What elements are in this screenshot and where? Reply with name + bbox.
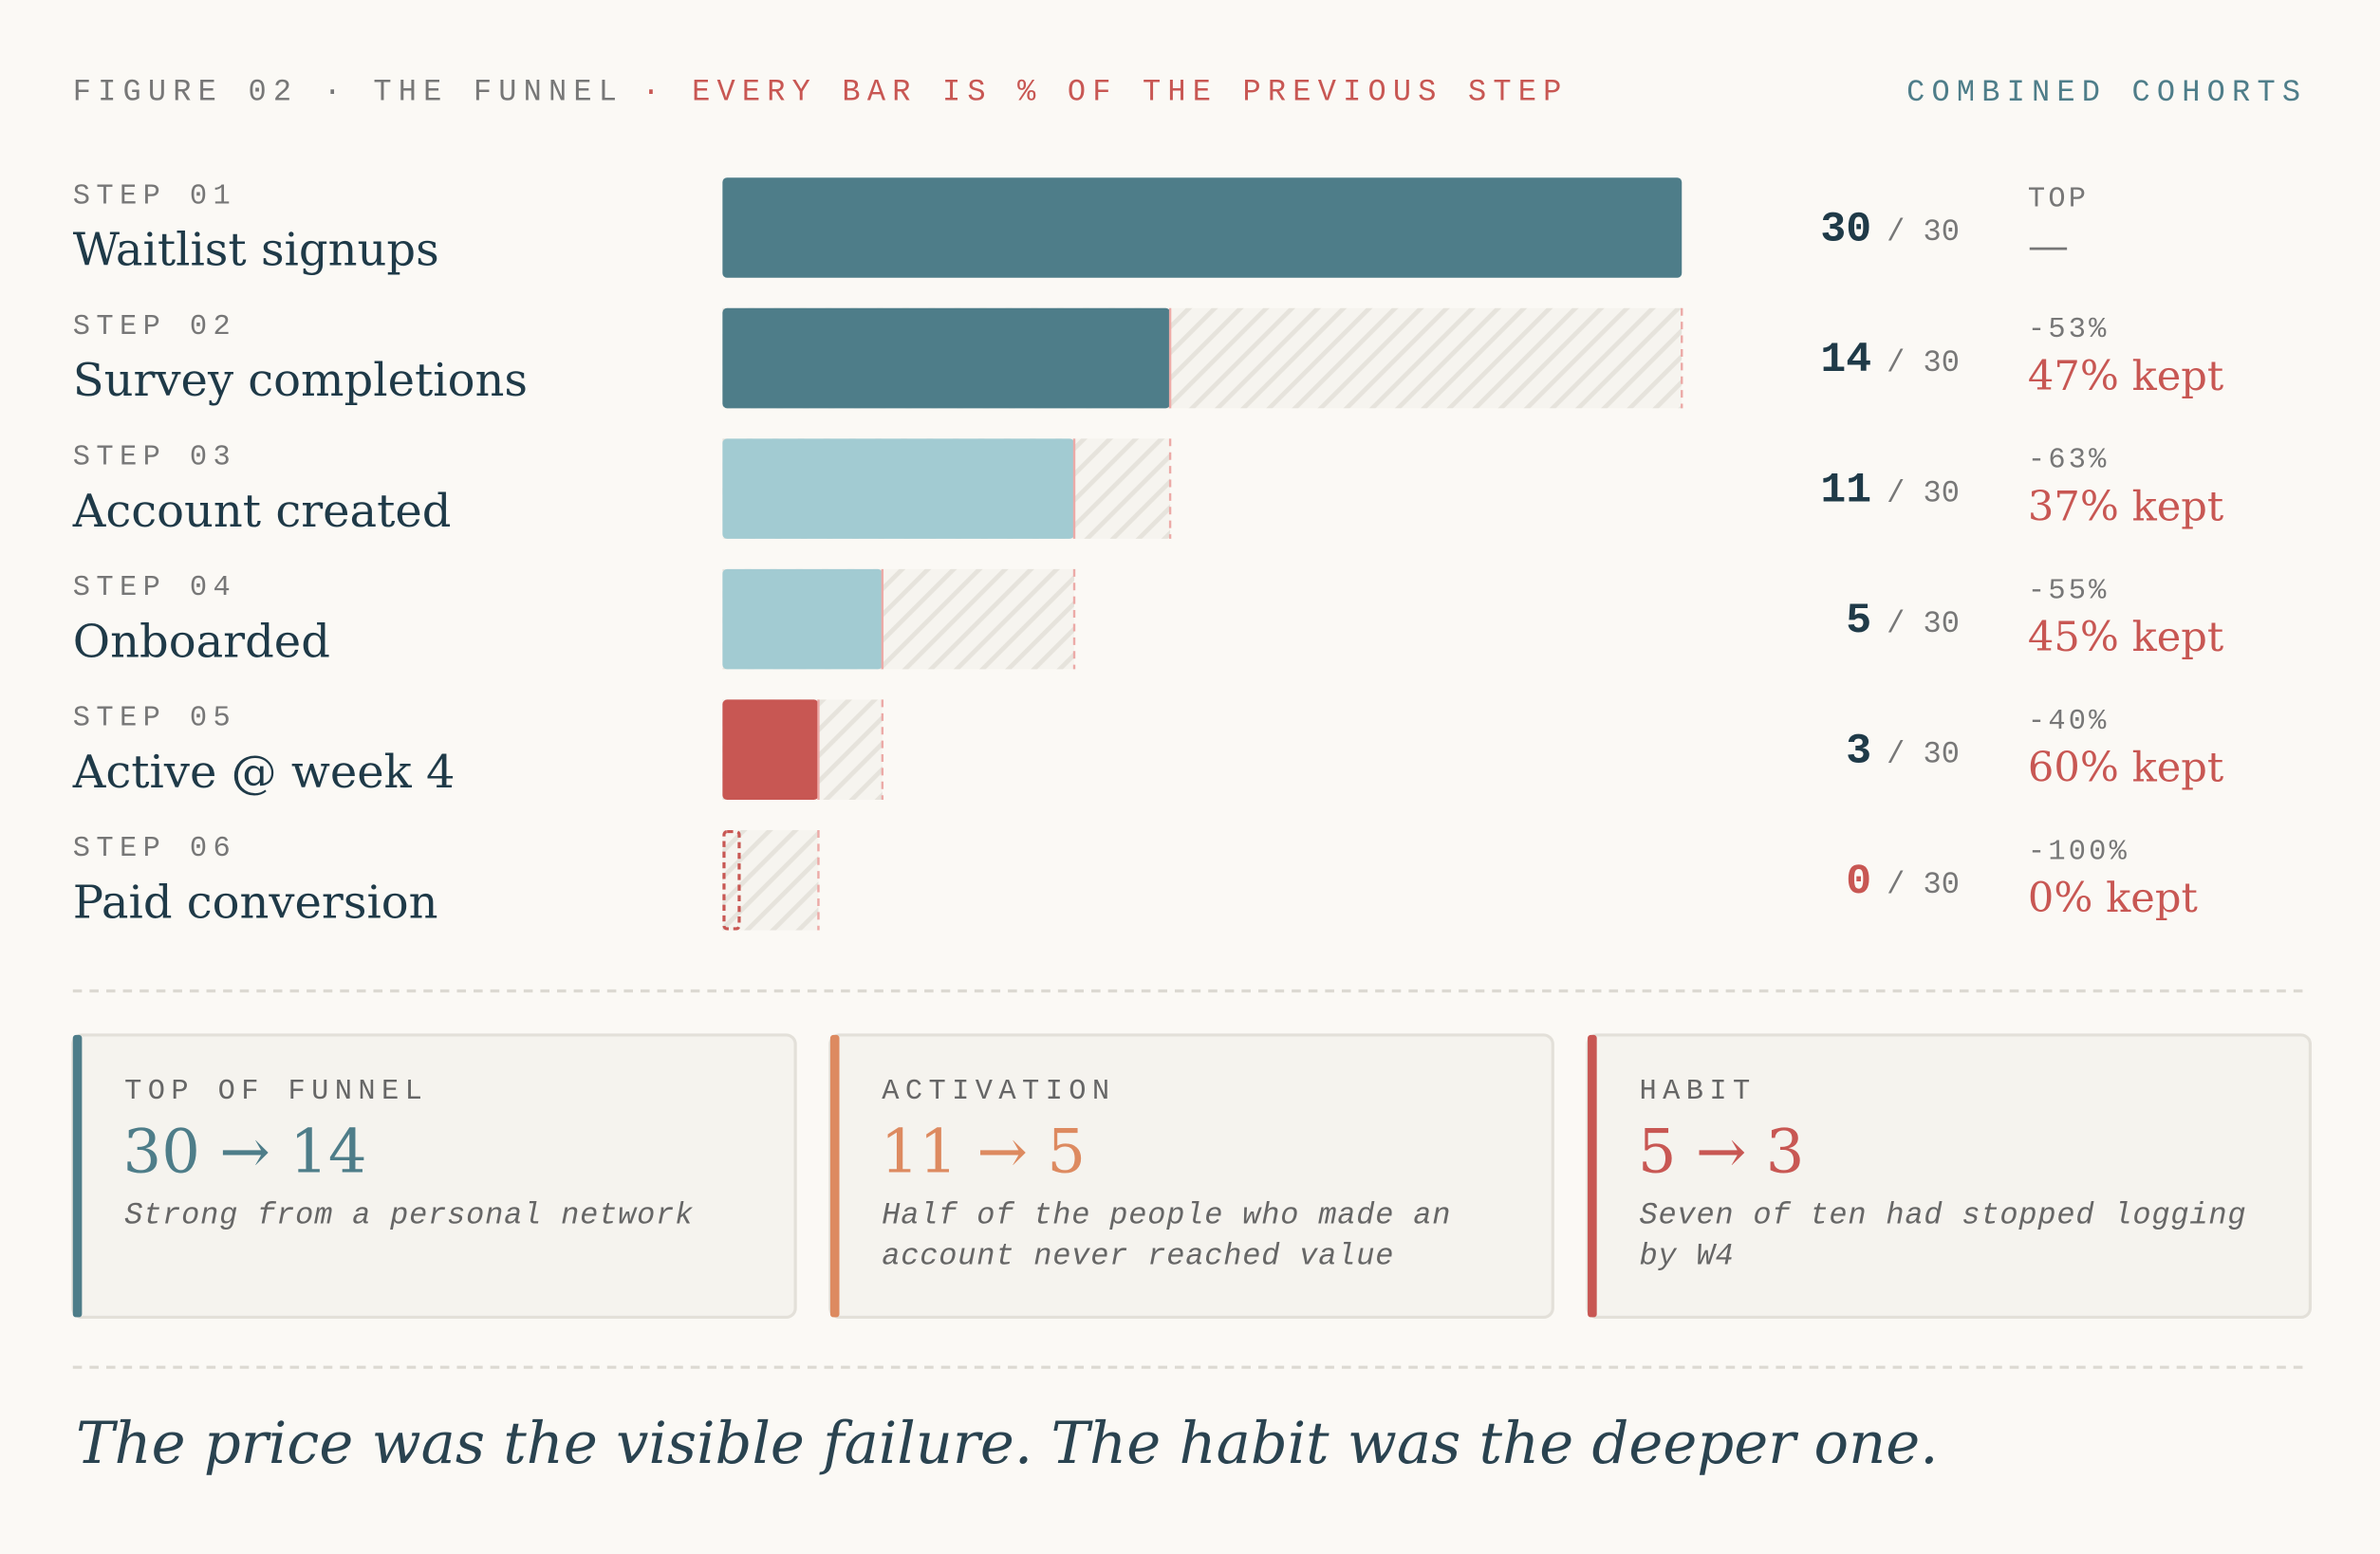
step-label: STEP 06 <box>73 833 236 865</box>
card-accent <box>1588 1034 1597 1318</box>
card-value: 30 → 14 <box>123 1117 367 1187</box>
count-total: / 30 <box>1887 475 1960 510</box>
card-value: 5 → 3 <box>1638 1117 1805 1187</box>
count-total: / 30 <box>1887 736 1960 771</box>
previous-step-bar <box>722 829 819 931</box>
change: -55% <box>2028 575 2110 607</box>
count: 0 <box>1846 859 1871 906</box>
step-label: STEP 05 <box>73 703 236 735</box>
card-note: Seven of ten had stopped logging by W4 <box>1639 1198 2247 1275</box>
kept: — <box>2028 222 2069 269</box>
count-total: / 30 <box>1887 214 1960 250</box>
footer-quote: The price was the visible failure. The h… <box>76 1411 1939 1477</box>
step-name: Paid conversion <box>73 876 438 929</box>
bar <box>722 307 1171 409</box>
count: 5 <box>1846 598 1871 645</box>
kept: 47% kept <box>2028 353 2224 400</box>
step-name: Waitlist signups <box>73 224 439 277</box>
card-note-box: Half of the people who made an account n… <box>882 1198 1452 1275</box>
change: -100% <box>2028 836 2129 868</box>
count-total: / 30 <box>1887 345 1960 380</box>
card-note-box: Seven of ten had stopped logging by W4 <box>1639 1198 2247 1275</box>
step-name: Onboarded <box>73 615 330 668</box>
card-label: HABIT <box>1639 1076 1756 1108</box>
count: 14 <box>1820 337 1871 384</box>
card-label: ACTIVATION <box>882 1076 1115 1108</box>
header-subtitle: · EVERY BAR IS % OF THE PREVIOUS STEP <box>641 75 1568 110</box>
change: -63% <box>2028 445 2110 477</box>
header-right: COMBINED COHORTS <box>1906 75 2307 110</box>
count: 3 <box>1846 729 1871 776</box>
kept: 37% kept <box>2028 483 2224 530</box>
card-label: TOP OF FUNNEL <box>124 1076 428 1108</box>
change: TOP <box>2028 184 2089 216</box>
step-label: STEP 01 <box>73 180 236 213</box>
zero-marker <box>722 829 741 931</box>
count: 11 <box>1820 468 1871 515</box>
card-accent <box>72 1034 83 1318</box>
kept: 60% kept <box>2028 745 2224 792</box>
step-label: STEP 03 <box>73 442 236 474</box>
change: -53% <box>2028 314 2110 346</box>
count-total: / 30 <box>1887 606 1960 641</box>
bar <box>722 438 1075 539</box>
step-name: Account created <box>72 485 452 538</box>
bar <box>722 568 883 670</box>
change: -40% <box>2028 706 2110 738</box>
card-note: Half of the people who made an account n… <box>882 1198 1452 1275</box>
step-label: STEP 02 <box>73 311 236 343</box>
bar <box>722 177 1683 278</box>
card-accent <box>829 1034 840 1318</box>
card-value: 11 → 5 <box>881 1117 1086 1187</box>
bar <box>722 699 819 800</box>
step-name: Survey completions <box>73 354 528 407</box>
header-figure: FIGURE 02 · THE FUNNEL <box>73 75 623 110</box>
step-name: Active @ week 4 <box>72 746 456 799</box>
kept: 0% kept <box>2028 875 2199 922</box>
count: 30 <box>1820 206 1871 253</box>
count-total: / 30 <box>1887 867 1960 902</box>
kept: 45% kept <box>2028 614 2224 661</box>
card-note-box: Strong from a personal network <box>124 1198 695 1234</box>
header: FIGURE 02 · THE FUNNEL · EVERY BAR IS % O… <box>73 75 1569 110</box>
step-label: STEP 04 <box>73 572 236 604</box>
card-note: Strong from a personal network <box>124 1198 695 1234</box>
